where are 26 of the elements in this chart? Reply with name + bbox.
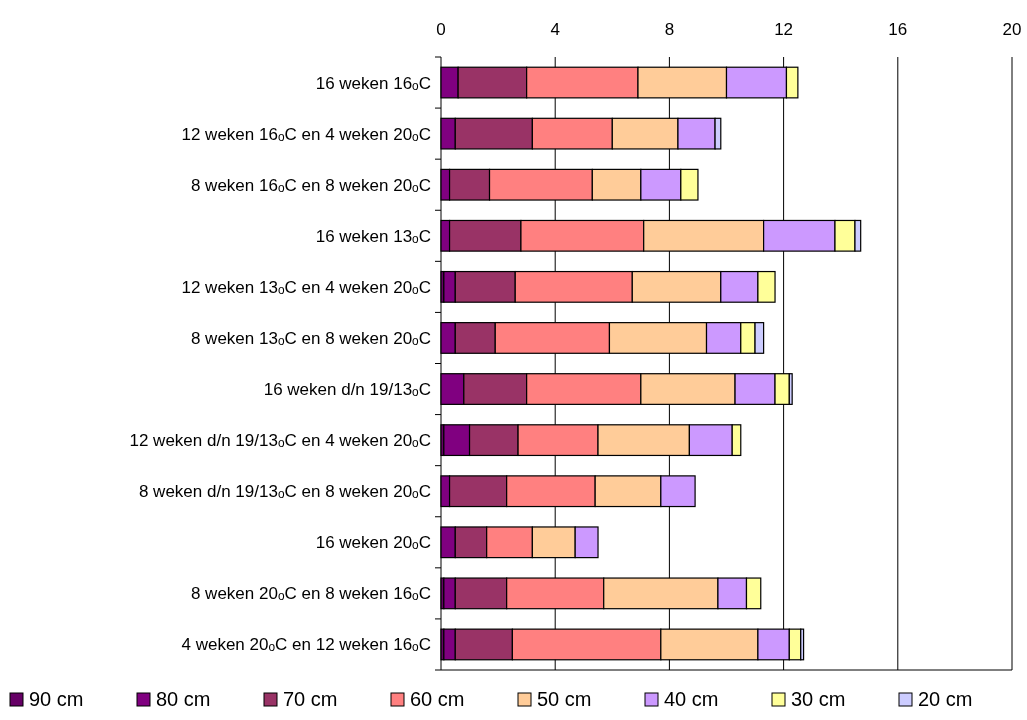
y-tick-label: 8 weken d/n 19/13$_{o}$C en 8 weken 20$_{o}$C xyxy=(138,482,431,502)
y-tick-label: 16 weken 13$_{o}$C xyxy=(315,226,431,246)
y-tick-label: 12 weken 13$_{o}$C en 4 weken 20$_{o}$C xyxy=(181,277,431,298)
legend-label: 40 cm xyxy=(664,688,719,710)
x-tick-label: 16 xyxy=(888,20,908,39)
y-tick-label: 16 weken d/n 19/13$_{o}$C xyxy=(263,380,431,400)
x-tick-label: 0 xyxy=(436,20,446,39)
x-tick-label: 20 xyxy=(1002,20,1022,39)
legend-label: 90 cm xyxy=(29,688,84,710)
y-tick-label: 12 weken d/n 19/13$_{o}$C en 4 weken 20$_{o}$C xyxy=(129,431,431,451)
legend-label: 20 cm xyxy=(918,688,973,710)
y-tick-label: 4 weken 20$_{o}$C en 12 weken 16$_{o}$C xyxy=(181,635,431,655)
y-tick-label: 16 weken 20$_{o}$C xyxy=(315,533,431,553)
legend-label: 80 cm xyxy=(156,688,211,710)
y-tick-label: 8 weken 13$_{o}$C en 8 weken 20$_{o}$C xyxy=(190,328,431,349)
legend-label: 60 cm xyxy=(410,688,465,710)
y-tick-label: 12 weken 16$_{o}$C en 4 weken 20$_{o}$C xyxy=(181,124,431,144)
legend-label: 30 cm xyxy=(791,688,846,710)
x-tick-label: 8 xyxy=(664,20,675,39)
legend-label: 50 cm xyxy=(537,688,592,710)
x-tick-label: 12 xyxy=(774,20,794,39)
y-tick-label: 16 weken 16$_{o}$C xyxy=(315,73,431,93)
legend-label: 70 cm xyxy=(283,688,338,710)
y-tick-label: 8 weken 20$_{o}$C en 8 weken 16$_{o}$C xyxy=(190,584,431,604)
x-tick-label: 4 xyxy=(550,20,560,39)
y-tick-label: 8 weken 16$_{o}$C en 8 weken 20$_{o}$C xyxy=(190,175,431,195)
